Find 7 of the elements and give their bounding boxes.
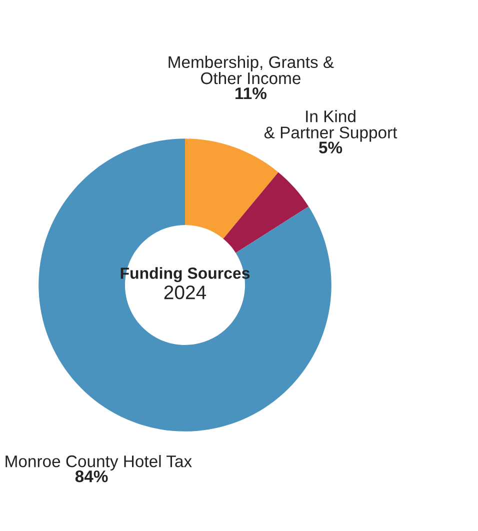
slice-label: In Kind & Partner Support (264, 110, 398, 142)
data-label: 84% (75, 470, 108, 482)
data-label: 5% (318, 142, 342, 154)
data-label: 11% (236, 87, 266, 100)
slice-label: Monroe County Hotel Tax (6, 454, 192, 471)
text: 2024 (164, 286, 206, 300)
slice-label: Membership, Grants & Other Income (168, 56, 334, 84)
